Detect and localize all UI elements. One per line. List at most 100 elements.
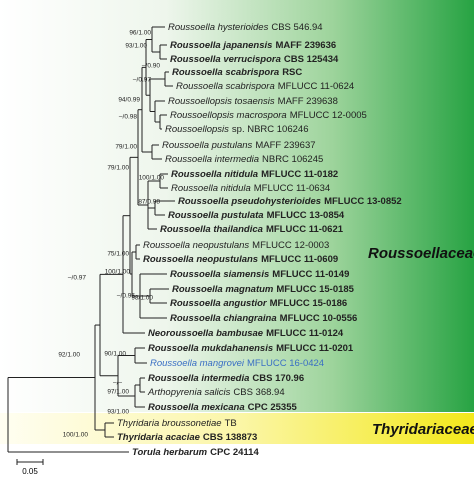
taxon-label: Roussoella mexicana CPC 25355 [148,402,297,413]
scale-label: 0.05 [22,467,38,476]
strain: TB [225,418,237,429]
taxon-name: Roussoella neopustulans [143,240,249,251]
taxon-name: Roussoella japanensis [170,40,272,51]
support-value: 100/1.00 [139,175,165,182]
taxon-name: Roussoellopsis tosaensis [168,96,275,107]
taxon-label: Roussoella nitidula MFLUCC 11-0182 [171,169,338,180]
strain: MFLUCC 11-0634 [254,183,330,194]
strain: CBS 125434 [284,54,339,65]
taxon-name: Roussoella chiangraina [170,313,277,324]
support-value: 79/1.00 [107,165,129,172]
taxon-name: Roussoella scabrispora [172,67,279,78]
taxon-label: Neoroussoella bambusae MFLUCC 11-0124 [148,328,344,339]
taxon-name: Thyridaria acaciae [117,432,201,443]
taxon-name: Roussoella neopustulans [143,254,258,265]
support-value: 90/1.00 [104,351,126,358]
taxon-name: Roussoella siamensis [170,269,269,280]
taxon-name: Arthopyrenia salicis [147,387,231,398]
taxon-label: Roussoella hysterioides CBS 546.94 [168,22,323,33]
taxon-label: Arthopyrenia salicis CBS 368.94 [147,387,285,398]
support-value: 100/1.00 [105,269,131,276]
taxon-name: Roussoella magnatum [172,284,274,295]
support-value: –/0.97 [68,275,86,282]
support-value: –/0.96 [117,293,135,300]
taxon-label: Thyridaria acaciae CBS 138873 [117,432,257,443]
strain: MFLUCC 12-0003 [252,240,329,251]
strain: MFLUCC 12-0005 [290,110,367,121]
strain: MFLUCC 11-0124 [266,328,344,339]
taxon-label: Thyridaria broussonetiae TB [117,418,237,429]
strain: MFLUCC 11-0182 [261,169,338,180]
taxon-name: Roussoellopsis macrospora [170,110,287,121]
strain: CPC 25355 [248,402,298,413]
taxon-label: Roussoella thailandica MFLUCC 11-0621 [160,224,344,235]
strain: CBS 368.94 [233,387,284,398]
support-value: 75/1.00 [107,251,129,258]
taxon-label: Roussoella pustulans MAFF 239637 [162,140,316,151]
strain: MAFF 239636 [275,40,336,51]
taxon-name: Roussoella nitidula [171,169,258,180]
strain: RSC [282,67,302,78]
taxon-label: Roussoella intermedia NBRC 106245 [165,154,323,165]
strain: sp. NBRC 106246 [232,124,309,135]
taxon-name: Roussoella mangrovei [150,358,245,369]
support-value: –/0.97 [133,77,151,84]
taxon-label: Roussoellopsis macrospora MFLUCC 12-0005 [170,110,367,121]
support-value: 98/1.00 [131,295,153,302]
strain: CBS 170.96 [252,373,304,384]
strain: MFLUCC 11-0149 [272,269,349,280]
strain: MFLUCC 10-0556 [280,313,358,324]
taxa: Roussoella hysterioides CBS 546.94Roussoe… [58,22,401,458]
taxon-label: Roussoella nitidula MFLUCC 11-0634 [171,183,330,194]
taxon-name: Roussoella pseudohysterioides [178,196,321,207]
taxon-label: Roussoella verrucispora CBS 125434 [170,54,339,65]
support-value: 97/1.00 [107,389,129,396]
branches [7,26,175,453]
family-label: Thyridariaceae [372,421,474,438]
strain: MAFF 239638 [278,96,338,107]
strain: CPC 24114 [210,447,259,458]
support-value: –/– [113,380,122,387]
taxon-label: Roussoella mukdahanensis MFLUCC 11-0201 [148,343,354,354]
support-value: 93/1.00 [107,409,129,416]
taxon-name: Roussoellopsis [165,124,229,135]
taxon-name: Roussoella intermedia [165,154,259,165]
strain: MFLUCC 15-0185 [276,284,354,295]
taxon-name: Roussoella scabrispora [176,81,275,92]
support-value: 96/1.00 [129,30,151,37]
taxon-label: Roussoella mangrovei MFLUCC 16-0424 [150,358,324,369]
taxon-name: Roussoella angustior [170,298,268,309]
support-value: 93/1.00 [125,43,147,50]
taxon-label: Roussoella pustulata MFLUCC 13-0854 [168,210,345,221]
taxon-name: Roussoella mexicana [148,402,245,413]
taxon-name: Roussoella pustulata [168,210,264,221]
taxon-label: Roussoella intermedia CBS 170.96 [148,373,304,384]
support-value: –/0.98 [119,114,137,121]
support-value: 100/1.00 [63,432,89,439]
taxon-label: Torula herbarum CPC 24114 [132,447,259,458]
strain: MFLUCC 11-0621 [266,224,344,235]
taxon-name: Neoroussoella bambusae [148,328,264,339]
strain: MFLUCC 13-0854 [267,210,345,221]
taxon-name: Roussoella thailandica [160,224,263,235]
taxon-name: Roussoella intermedia [148,373,249,384]
taxon-label: Roussoella neopustulans MFLUCC 12-0003 [143,240,329,251]
support-value: 87/0.98 [138,199,160,206]
strain: MFLUCC 11-0609 [261,254,338,265]
strain: MFLUCC 13-0852 [324,196,402,207]
taxon-name: Roussoella mukdahanensis [148,343,273,354]
taxon-name: Roussoella hysterioides [168,22,269,33]
family-label: Roussoellaceae [368,245,474,262]
strain: CBS 546.94 [271,22,322,33]
taxon-name: Thyridaria broussonetiae [117,418,222,429]
support-value: 92/1.00 [58,352,80,359]
taxon-label: Roussoellopsis tosaensis MAFF 239638 [168,96,338,107]
taxon-label: Roussoella scabrispora RSC [172,67,302,78]
taxon-name: Roussoella nitidula [171,183,251,194]
support-value: 79/1.00 [115,144,137,151]
taxon-name: Roussoella pustulans [162,140,253,151]
taxon-label: Roussoella chiangraina MFLUCC 10-0556 [170,313,357,324]
taxon-label: Roussoella pseudohysterioides MFLUCC 13-0… [178,196,402,207]
taxon-label: Roussoella angustior MFLUCC 15-0186 [170,298,347,309]
